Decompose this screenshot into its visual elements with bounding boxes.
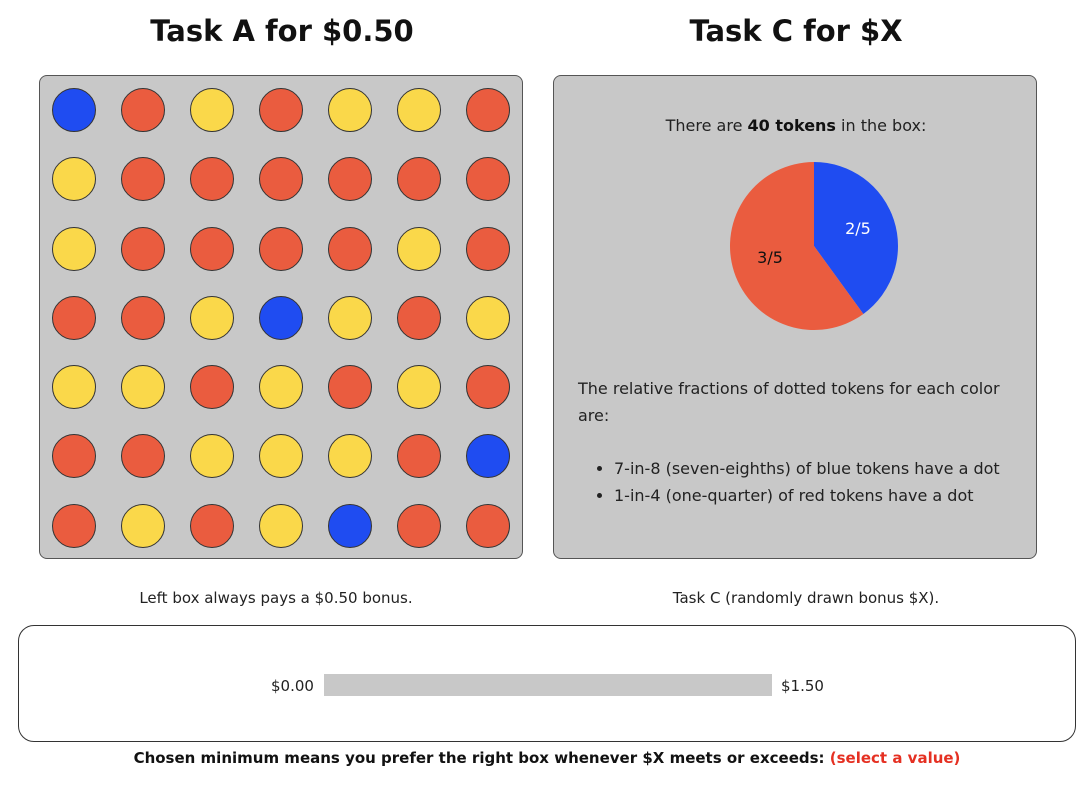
slider-max-label: $1.50 xyxy=(781,677,824,695)
yellow-token xyxy=(52,157,96,202)
yellow-token xyxy=(190,88,234,132)
yellow-token xyxy=(52,365,96,410)
fraction-item-blue: 7-in-8 (seven-eighths) of blue tokens ha… xyxy=(614,455,1000,482)
task-a-title: Task A for $0.50 xyxy=(150,14,414,48)
pie-slice-0 xyxy=(814,162,898,314)
selected-value-text: (select a value) xyxy=(829,749,961,767)
red-token xyxy=(52,295,96,340)
yellow-token xyxy=(259,503,303,548)
token-grid xyxy=(52,88,510,548)
red-token xyxy=(52,434,96,479)
task-a-caption: Left box always pays a $0.50 bonus. xyxy=(139,589,413,607)
yellow-token xyxy=(259,434,303,479)
yellow-token xyxy=(259,365,303,410)
chosen-minimum-summary: Chosen minimum means you prefer the righ… xyxy=(0,749,1088,767)
color-pie-chart: 2/5 3/5 xyxy=(730,162,898,330)
red-token xyxy=(259,157,303,202)
token-count-text: There are 40 tokens in the box: xyxy=(554,116,1038,135)
red-token xyxy=(121,88,165,132)
yellow-token xyxy=(328,434,372,479)
red-token xyxy=(466,88,510,132)
red-token xyxy=(328,226,372,271)
slider-min-label: $0.00 xyxy=(271,677,314,695)
red-token xyxy=(190,365,234,410)
yellow-token xyxy=(328,295,372,340)
pie-label-0: 2/5 xyxy=(845,219,871,238)
red-token xyxy=(466,503,510,548)
task-c-caption: Task C (randomly drawn bonus $X). xyxy=(672,589,940,607)
blue-token xyxy=(259,295,303,340)
yellow-token xyxy=(121,503,165,548)
red-token xyxy=(121,226,165,271)
red-token xyxy=(466,226,510,271)
task-c-title: Task C for $X xyxy=(689,14,903,48)
fractions-intro: The relative fractions of dotted tokens … xyxy=(578,379,1000,425)
token-count-prefix: There are xyxy=(665,116,748,135)
fractions-list: 7-in-8 (seven-eighths) of blue tokens ha… xyxy=(578,455,1000,509)
pie-slice-1 xyxy=(730,162,864,330)
yellow-token xyxy=(328,88,372,132)
red-token xyxy=(121,157,165,202)
yellow-token xyxy=(397,226,441,271)
red-token xyxy=(190,157,234,202)
yellow-token xyxy=(121,365,165,410)
red-token xyxy=(328,157,372,202)
bonus-slider-track[interactable] xyxy=(324,674,772,696)
pie-label-1: 3/5 xyxy=(757,248,783,267)
summary-text: Chosen minimum means you prefer the righ… xyxy=(133,749,830,767)
yellow-token xyxy=(190,295,234,340)
red-token xyxy=(397,503,441,548)
fraction-item-red: 1-in-4 (one-quarter) of red tokens have … xyxy=(614,482,1000,509)
blue-token xyxy=(328,503,372,548)
red-token xyxy=(121,295,165,340)
red-token xyxy=(328,365,372,410)
token-count-bold: 40 tokens xyxy=(747,116,836,135)
red-token xyxy=(121,434,165,479)
yellow-token xyxy=(397,88,441,132)
red-token xyxy=(397,434,441,479)
red-token xyxy=(190,226,234,271)
red-token xyxy=(259,88,303,132)
red-token xyxy=(52,503,96,548)
yellow-token xyxy=(466,295,510,340)
task-a-box xyxy=(39,75,523,559)
blue-token xyxy=(52,88,96,132)
red-token xyxy=(466,157,510,202)
slider-panel: $0.00 $1.50 xyxy=(18,625,1076,742)
red-token xyxy=(397,157,441,202)
blue-token xyxy=(466,434,510,479)
task-c-box: There are 40 tokens in the box: 2/5 3/5 T… xyxy=(553,75,1037,559)
red-token xyxy=(190,503,234,548)
yellow-token xyxy=(52,226,96,271)
yellow-token xyxy=(397,365,441,410)
yellow-token xyxy=(190,434,234,479)
red-token xyxy=(397,295,441,340)
red-token xyxy=(259,226,303,271)
token-count-suffix: in the box: xyxy=(835,116,927,135)
red-token xyxy=(466,365,510,410)
